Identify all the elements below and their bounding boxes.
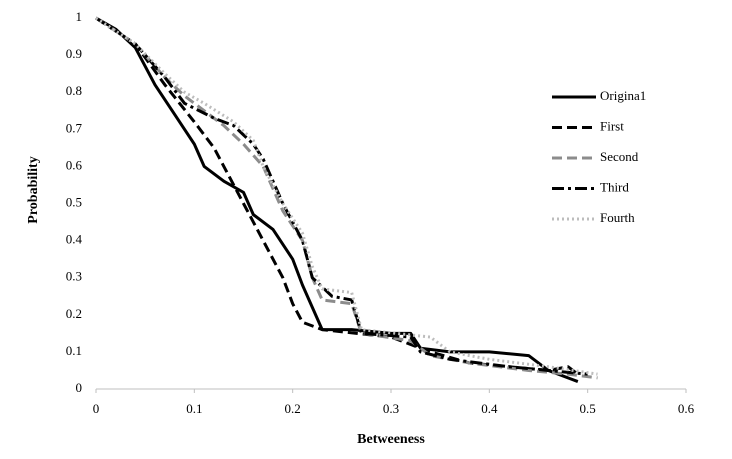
y-tick-label: 0.6 xyxy=(66,157,83,172)
y-tick-label: 0.1 xyxy=(66,343,82,358)
x-tick-label: 0.1 xyxy=(186,401,202,416)
y-tick-label: 0.8 xyxy=(66,83,82,98)
legend-label: First xyxy=(600,118,624,133)
x-tick-label: 0.2 xyxy=(285,401,301,416)
series-line xyxy=(95,16,579,376)
y-tick-label: 0.9 xyxy=(66,46,82,61)
y-axis-title: Probability xyxy=(26,156,41,223)
series-line xyxy=(95,16,598,380)
legend-label: Second xyxy=(600,149,639,164)
x-tick-label: 0.6 xyxy=(678,401,695,416)
series-line xyxy=(95,16,598,376)
y-tick-label: 0.3 xyxy=(66,269,82,284)
x-tick-label: 0.5 xyxy=(580,401,596,416)
legend-label: Origina1 xyxy=(600,88,646,103)
y-tick-label: 0.5 xyxy=(66,194,82,209)
y-tick-label: 0 xyxy=(76,380,83,395)
y-tick-label: 0.2 xyxy=(66,306,82,321)
legend-label: Fourth xyxy=(600,210,635,225)
x-tick-label: 0.3 xyxy=(383,401,399,416)
series-line xyxy=(95,16,579,383)
y-tick-label: 0.7 xyxy=(66,120,83,135)
x-axis-title: Betweeness xyxy=(357,432,425,447)
x-tick-label: 0.4 xyxy=(481,401,498,416)
legend-label: Third xyxy=(600,179,629,194)
x-tick-label: 0 xyxy=(93,401,100,416)
y-tick-label: 1 xyxy=(76,9,83,24)
y-tick-label: 0.4 xyxy=(66,232,83,247)
series-line xyxy=(95,16,588,376)
